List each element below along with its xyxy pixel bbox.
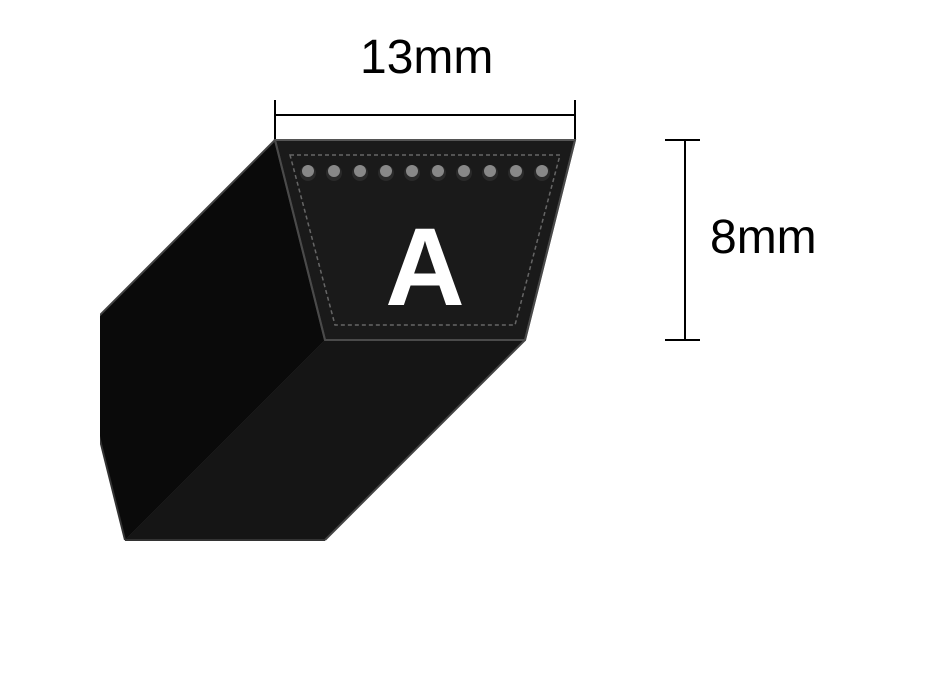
vbelt-diagram: A 13mm 8mm: [100, 40, 850, 660]
width-dimension-bar: [275, 100, 575, 140]
width-dimension-label: 13mm: [360, 30, 493, 85]
height-dimension-label: 8mm: [710, 210, 817, 265]
vbelt-svg: A: [100, 40, 850, 660]
height-dimension-bar: [665, 140, 700, 340]
belt-letter: A: [385, 206, 464, 329]
